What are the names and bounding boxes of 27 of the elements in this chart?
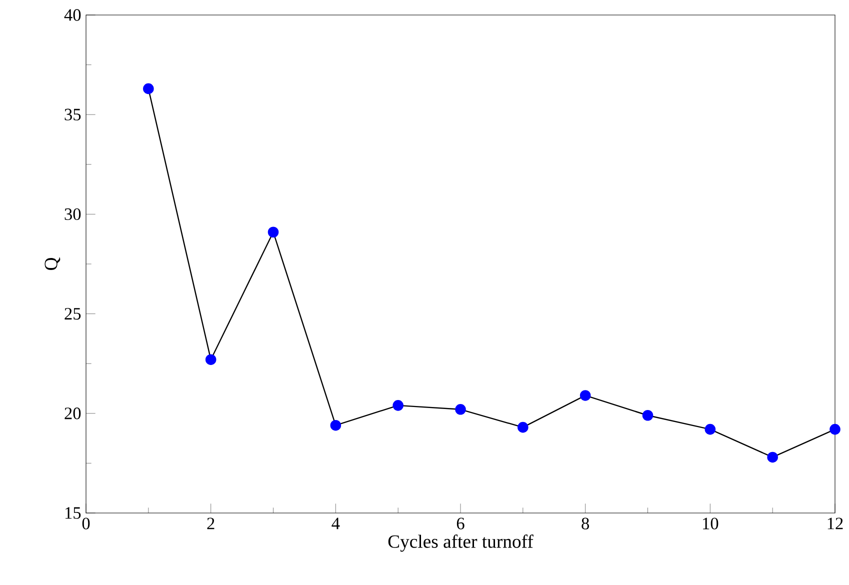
x-tick-label: 12 xyxy=(828,518,843,530)
x-tick-label: 8 xyxy=(582,518,590,530)
point xyxy=(642,410,654,421)
point xyxy=(455,404,466,415)
y-axis-title: Q xyxy=(44,258,60,270)
point xyxy=(330,420,342,431)
y-tick-label: 15 xyxy=(65,507,81,519)
y-tick-label: 35 xyxy=(64,108,81,120)
x-tick-label: 10 xyxy=(703,518,718,530)
x-axis-title: Cycles after turnoff xyxy=(388,534,534,552)
point xyxy=(704,424,716,435)
x-tick-label: 6 xyxy=(456,518,464,530)
point xyxy=(392,400,404,411)
point xyxy=(143,83,154,94)
x-tick-label: 0 xyxy=(82,518,90,530)
y-tick-label: 30 xyxy=(64,208,81,220)
x-tick-label: 2 xyxy=(207,518,214,530)
point xyxy=(268,226,279,238)
y-tick-label: 25 xyxy=(64,308,81,320)
point xyxy=(830,424,840,435)
y-tick-label: 20 xyxy=(64,408,81,420)
point xyxy=(767,452,778,463)
y-tick-label: 40 xyxy=(64,9,81,21)
point xyxy=(518,422,528,433)
x-tick-label: 4 xyxy=(332,518,340,530)
point xyxy=(580,390,591,401)
point xyxy=(205,354,216,366)
